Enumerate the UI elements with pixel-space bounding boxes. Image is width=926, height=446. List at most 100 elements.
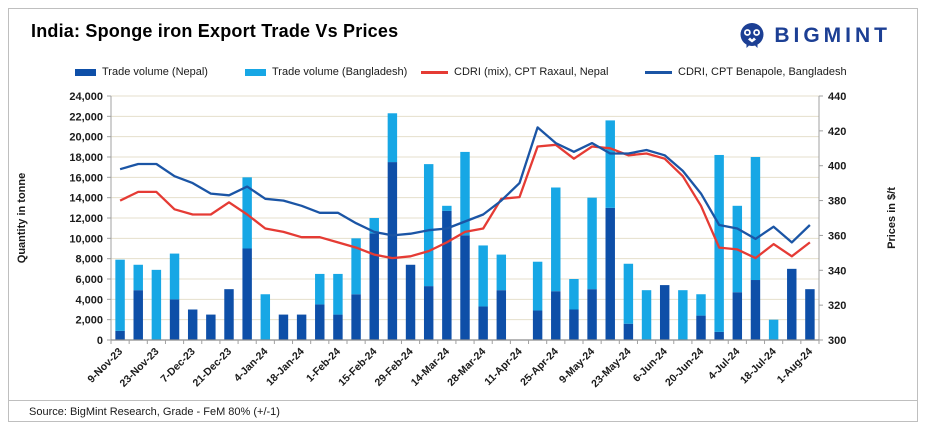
bar-nepal (460, 235, 470, 340)
bar-bangladesh (768, 319, 779, 340)
svg-text:23-Nov-23: 23-Nov-23 (118, 346, 162, 390)
svg-text:340: 340 (828, 265, 846, 277)
svg-text:14-Mar-24: 14-Mar-24 (409, 346, 452, 389)
bar-nepal (333, 314, 343, 340)
bar-nepal (133, 290, 143, 340)
svg-text:21-Dec-23: 21-Dec-23 (191, 346, 235, 390)
bar-bangladesh (605, 120, 615, 208)
svg-text:11-Apr-24: 11-Apr-24 (482, 346, 524, 388)
bar-nepal (169, 299, 180, 340)
svg-text:25-Apr-24: 25-Apr-24 (518, 346, 561, 389)
svg-text:4,000: 4,000 (75, 294, 103, 306)
bar-nepal (659, 285, 670, 340)
svg-text:18-Jul-24: 18-Jul-24 (738, 346, 779, 387)
svg-text:24,000: 24,000 (69, 91, 103, 103)
svg-text:29-Feb-24: 29-Feb-24 (373, 346, 416, 389)
svg-text:440: 440 (828, 91, 846, 103)
bar-nepal (387, 162, 398, 340)
legend-label: CDRI (mix), CPT Raxaul, Nepal (454, 66, 609, 78)
bar-nepal (405, 264, 416, 340)
price-line-benapole-bangladesh (119, 126, 811, 244)
bar-bangladesh (351, 238, 361, 295)
legend-item-trade-volume-bangladesh: Trade volume (Bangladesh) (245, 66, 407, 78)
right-axis-title: Prices in $/t (886, 187, 898, 249)
bar-bangladesh (260, 294, 271, 340)
legend-label: Trade volume (Bangladesh) (272, 66, 408, 78)
svg-text:380: 380 (828, 196, 846, 208)
bar-nepal (532, 310, 543, 340)
bar-bangladesh (696, 294, 706, 316)
svg-text:14,000: 14,000 (69, 193, 103, 205)
bar-bangladesh (532, 261, 543, 311)
bar-nepal (569, 309, 579, 340)
svg-text:22,000: 22,000 (69, 111, 103, 123)
bar-bangladesh (478, 245, 488, 307)
svg-text:28-Mar-24: 28-Mar-24 (445, 346, 488, 389)
bar-nepal (478, 306, 488, 340)
source-note: Source: BigMint Research, Grade - FeM 80… (29, 406, 280, 418)
bar-nepal (787, 268, 797, 340)
bar-nepal (442, 210, 452, 340)
bar-bangladesh (569, 279, 579, 310)
svg-text:15-Feb-24: 15-Feb-24 (336, 346, 379, 389)
trade-volume-bangladesh-bars (115, 113, 779, 340)
bar-nepal (187, 309, 198, 340)
bar-bangladesh (133, 264, 143, 291)
bar-bangladesh (151, 269, 162, 340)
svg-text:8,000: 8,000 (75, 254, 103, 266)
bar-nepal (242, 248, 252, 340)
svg-text:0: 0 (97, 335, 103, 347)
bar-nepal (224, 289, 234, 340)
bar-bangladesh (333, 273, 343, 315)
svg-text:10,000: 10,000 (69, 233, 103, 245)
bigmint-logo: BIGMINT (737, 21, 891, 51)
footer-divider (9, 400, 917, 401)
bar-nepal (714, 331, 724, 340)
bar-bangladesh (369, 218, 379, 234)
bar-bangladesh (750, 157, 761, 281)
bar-bangladesh (442, 205, 452, 211)
bar-bangladesh (551, 187, 561, 292)
bar-bangladesh (623, 263, 634, 324)
bar-bangladesh (641, 290, 652, 340)
bar-nepal (315, 304, 325, 340)
svg-text:20-Jun-24: 20-Jun-24 (663, 346, 706, 389)
trade-volume-nepal-bars (115, 162, 815, 340)
svg-text:23-May-24: 23-May-24 (589, 346, 634, 391)
nepal-bar-swatch (75, 68, 96, 76)
bar-bangladesh (496, 254, 507, 291)
bar-nepal (587, 289, 597, 340)
bar-nepal (206, 314, 216, 340)
svg-text:420: 420 (828, 126, 846, 138)
legend-item-cdri-benapole: CDRI, CPT Benapole, Bangladesh (645, 66, 847, 78)
svg-text:320: 320 (828, 300, 846, 312)
svg-text:16,000: 16,000 (69, 172, 103, 184)
bar-nepal (496, 290, 507, 340)
svg-text:2,000: 2,000 (75, 315, 103, 327)
bar-nepal (423, 286, 434, 340)
legend-item-cdri-raxaul: CDRI (mix), CPT Raxaul, Nepal (421, 66, 608, 78)
svg-text:4-Jul-24: 4-Jul-24 (706, 346, 743, 383)
x-axis-labels: 9-Nov-2323-Nov-237-Dec-2321-Dec-234-Jan-… (85, 346, 815, 391)
bar-bangladesh (169, 253, 180, 300)
y-axis-right-labels: 300 320 340 360 380 400 420 440 (819, 91, 846, 347)
bar-nepal (351, 294, 361, 340)
svg-text:12,000: 12,000 (69, 213, 103, 225)
svg-text:360: 360 (828, 230, 846, 242)
bar-bangladesh (115, 259, 125, 331)
bar-bangladesh (678, 290, 688, 340)
legend-label: CDRI, CPT Benapole, Bangladesh (678, 66, 847, 78)
bar-bangladesh (387, 113, 398, 163)
bar-nepal (369, 233, 379, 340)
y-axis-left-labels: 0 2,000 4,000 6,000 8,000 10,000 12,000 14,000 1… (69, 91, 111, 347)
page-title: India: Sponge iron Export Trade Vs Price… (31, 21, 399, 41)
svg-text:18,000: 18,000 (69, 152, 103, 164)
benapole-line-swatch (645, 70, 672, 74)
bar-nepal (296, 314, 307, 340)
bigmint-logo-text: BIGMINT (774, 24, 891, 47)
bar-bangladesh (315, 273, 325, 305)
chart-plot-area: 0 2,000 4,000 6,000 8,000 10,000 12,000 14,000 1… (16, 91, 898, 391)
left-axis-title: Quantity in tonne (16, 173, 28, 263)
bar-nepal (750, 280, 761, 340)
legend: Trade volume (Nepal) Trade volume (Bangl… (9, 66, 917, 82)
